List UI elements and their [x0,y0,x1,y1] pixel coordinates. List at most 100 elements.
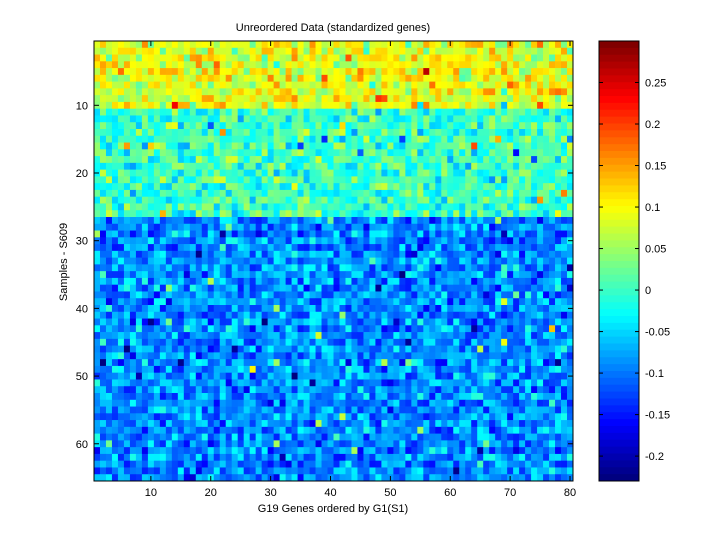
heatmap-cell [321,372,328,380]
heatmap-cell [213,257,221,265]
heatmap-cell [483,284,490,292]
heatmap-cell [369,122,376,130]
heatmap-cell [303,176,310,184]
heatmap-cell [243,318,251,326]
heatmap-cell [555,88,562,96]
heatmap-cell [471,291,478,299]
heatmap-cell [159,332,167,340]
heatmap-cell [513,122,520,130]
heatmap-cell [567,365,574,374]
heatmap-cell [411,372,418,380]
heatmap-cell [387,95,394,103]
heatmap-cell [183,47,191,55]
heatmap-cell [135,393,143,401]
heatmap-cell [207,338,215,346]
heatmap-cell [369,338,376,346]
heatmap-cell [555,365,562,374]
heatmap-cell [327,61,334,69]
heatmap-cell [297,183,304,191]
heatmap-cell [315,372,322,380]
heatmap-cell [543,284,550,292]
heatmap-cell [339,68,346,76]
heatmap-cell [153,318,161,326]
heatmap-cell [417,183,424,191]
heatmap-cell [177,237,185,245]
heatmap-cell [333,223,340,231]
heatmap-cell [94,345,101,353]
heatmap-cell [291,223,298,231]
heatmap-cell [363,203,370,211]
heatmap-cell [249,244,257,252]
heatmap-cell [111,250,119,258]
heatmap-cell [99,176,107,184]
heatmap-cell [417,162,424,170]
heatmap-cell [477,413,484,421]
heatmap-cell [297,420,304,428]
heatmap-cell [111,264,119,272]
heatmap-cell [393,426,400,434]
heatmap-cell [447,359,454,367]
heatmap-cell [399,210,406,218]
heatmap-cell [237,352,245,360]
heatmap-cell [447,393,454,401]
heatmap-cell [507,311,514,319]
heatmap-cell [123,135,131,143]
heatmap-cell [543,115,550,123]
heatmap-cell [183,61,191,69]
heatmap-cell [189,460,197,468]
heatmap-cell [519,426,526,434]
heatmap-cell [309,108,316,116]
heatmap-cell [243,203,251,211]
heatmap-cell [363,332,370,340]
heatmap-cell [561,54,568,62]
heatmap-cell [195,135,203,143]
heatmap-cell [483,156,490,164]
heatmap-cell [267,372,274,380]
heatmap-cell [123,47,131,55]
heatmap-cell [159,271,167,279]
heatmap-cell [399,115,406,123]
heatmap-cell [405,277,412,286]
heatmap-cell [141,162,149,170]
heatmap-cell [279,460,286,468]
heatmap-cell [141,135,149,143]
heatmap-cell [195,176,203,184]
heatmap-cell [417,74,424,82]
heatmap-cell [465,305,472,313]
heatmap-cell [321,399,328,407]
heatmap-cell [447,372,454,380]
heatmap-cell [231,68,239,76]
heatmap-cell [327,305,334,313]
heatmap-cell [273,271,280,279]
heatmap-cell [255,135,262,143]
heatmap-cell [543,230,550,238]
heatmap-cell [537,311,544,319]
heatmap-cell [327,95,334,103]
heatmap-cell [357,169,364,177]
heatmap-cell [435,291,442,299]
heatmap-cell [195,54,203,62]
heatmap-cell [375,156,382,164]
heatmap-cell [351,291,358,299]
heatmap-cell [525,379,532,387]
heatmap-cell [435,386,442,394]
heatmap-cell [567,74,574,82]
heatmap-cell [291,237,298,245]
heatmap-cell [177,399,185,407]
heatmap-cell [225,68,233,76]
heatmap-cell [261,386,268,394]
heatmap-cell [249,291,257,299]
heatmap-cell [141,332,149,340]
heatmap-cell [567,68,574,76]
heatmap-cell [117,298,125,306]
heatmap-cell [417,447,424,455]
heatmap-cell [249,386,257,394]
heatmap-cell [417,156,424,164]
heatmap-cell [255,41,262,49]
heatmap-cell [201,176,209,184]
heatmap-cell [183,115,191,123]
heatmap-cell [159,257,167,265]
heatmap-cell [237,420,245,428]
heatmap-cell [381,386,388,394]
heatmap-cell [471,149,478,157]
